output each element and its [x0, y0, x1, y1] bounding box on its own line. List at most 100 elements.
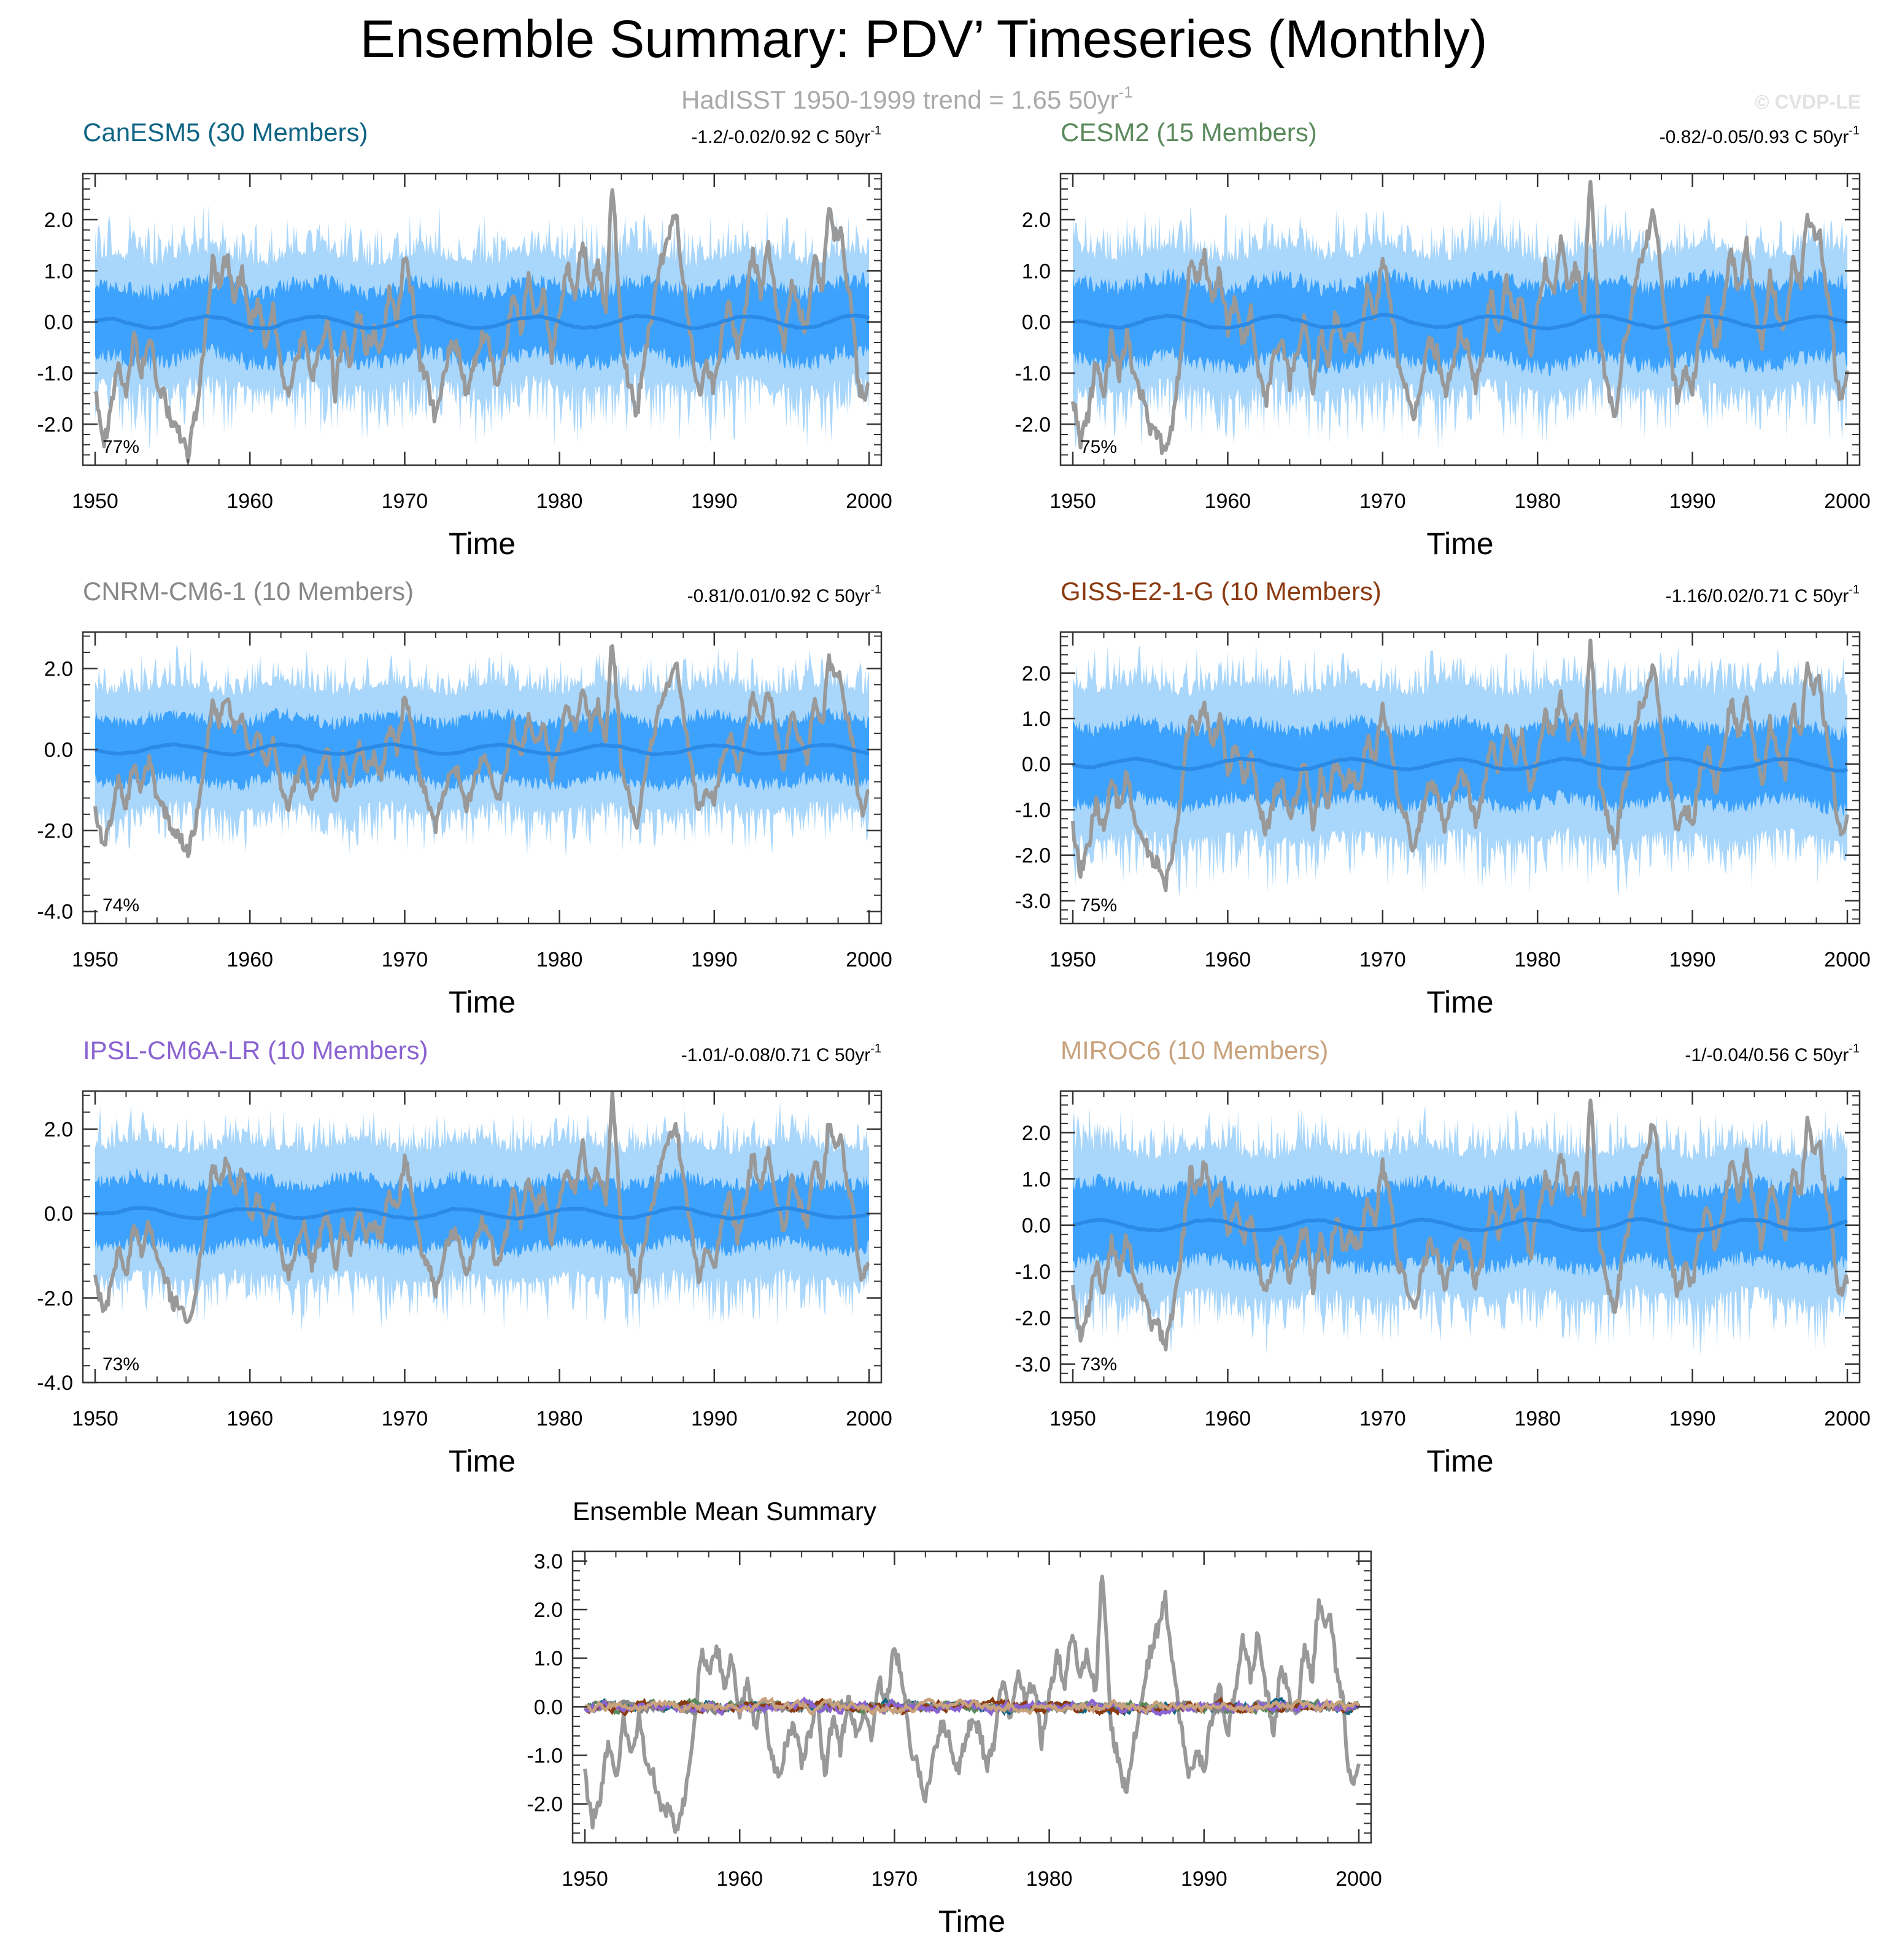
- x-tick-label: 1970: [1359, 1407, 1406, 1430]
- y-tick-label: -1.0: [1015, 1260, 1051, 1284]
- x-tick-label: 1990: [1181, 1867, 1227, 1891]
- x-tick-label: 1970: [382, 490, 428, 513]
- panel-canesm5-30-members: 77% -2.0 -1.0 0.0 1.0 2.0 1950 1960 1970 1980 1990…: [37, 118, 892, 561]
- x-tick-label: 1950: [72, 490, 118, 513]
- y-tick-label: -2.0: [1015, 413, 1051, 436]
- x-tick-label: 1960: [226, 490, 273, 513]
- panel-ipsl-cm6a-lr-10-members: 73% -4.0 -2.0 0.0 2.0 1950 1960 1970 1980 1990 200…: [37, 1036, 892, 1478]
- obs-line: [93, 644, 870, 858]
- spread-inner-band: [1073, 712, 1847, 817]
- x-tick-label: 1950: [1049, 490, 1096, 513]
- obs-line: [93, 1091, 870, 1324]
- x-axis-label: Time: [1426, 1444, 1493, 1478]
- x-tick-label: 1990: [1669, 1407, 1716, 1430]
- ensemble-mean-line: [1072, 312, 1848, 331]
- x-tick-label: 2000: [1824, 490, 1871, 513]
- panel-title: CanESM5 (30 Members): [83, 118, 368, 147]
- panel-cnrm-cm6-1-10-members: 74% -4.0 -2.0 0.0 2.0 1950 1960 1970 1980 1990 200…: [37, 577, 892, 1019]
- ensemble-mean-line: [95, 1206, 870, 1221]
- trend-stat: -1.16/0.02/0.71 C 50yr-1: [1666, 583, 1860, 606]
- pct-label: 73%: [1080, 1354, 1117, 1375]
- y-tick-label: -3.0: [1015, 1353, 1051, 1376]
- ensemble-mean-line: [1072, 1217, 1848, 1233]
- y-tick-label: -2.0: [527, 1793, 563, 1816]
- x-tick-label: 1950: [1049, 1407, 1096, 1430]
- x-tick-label: 1990: [691, 490, 738, 513]
- figure-subtitle: HadISST 1950-1999 trend = 1.65 50yr-1: [681, 83, 1133, 114]
- spread-inner-band: [95, 707, 869, 792]
- x-tick-label: 1990: [691, 948, 738, 971]
- panel-title: CNRM-CM6-1 (10 Members): [83, 577, 414, 606]
- y-tick-label: -1.0: [37, 362, 73, 385]
- x-tick-label: 1990: [1669, 490, 1716, 513]
- x-tick-label: 1960: [226, 948, 273, 971]
- panel-title: GISS-E2-1-G (10 Members): [1061, 577, 1382, 606]
- panel-cesm2-15-members: 75% -2.0 -1.0 0.0 1.0 2.0 1950 1960 1970 1980 1990…: [1015, 118, 1870, 561]
- x-tick-label: 1960: [1205, 1407, 1251, 1430]
- y-tick-label: -1.0: [1015, 798, 1051, 822]
- x-tick-label: 1960: [1205, 490, 1251, 513]
- y-tick-label: 0.0: [44, 311, 73, 334]
- plot-frame: [82, 172, 883, 466]
- y-tick-label: 1.0: [44, 260, 73, 283]
- x-tick-label: 1960: [716, 1867, 763, 1891]
- subtitle-text: HadISST 1950-1999 trend = 1.65 50yr: [681, 85, 1119, 114]
- y-tick-label: -2.0: [1015, 1306, 1051, 1330]
- y-tick-label: 1.0: [1022, 1168, 1051, 1191]
- plot-frame: [1059, 172, 1861, 466]
- x-tick-label: 1970: [1359, 948, 1406, 971]
- x-tick-label: 1970: [872, 1867, 918, 1891]
- pct-label: 77%: [102, 437, 139, 457]
- trend-stat: -1/-0.04/0.56 C 50yr-1: [1685, 1042, 1860, 1065]
- y-tick-label: -2.0: [37, 413, 73, 436]
- pct-label: 73%: [102, 1354, 139, 1375]
- obs-line: [93, 188, 870, 463]
- panel-miroc6-10-members: 73% -3.0 -2.0 -1.0 0.0 1.0 2.0 1950 1960 1970 1980…: [1015, 1036, 1870, 1478]
- obs-line: [1071, 638, 1849, 892]
- plot-frame: [1059, 1090, 1861, 1384]
- x-tick-label: 1980: [536, 948, 583, 971]
- subtitle-exponent: -1: [1119, 83, 1133, 101]
- x-tick-label: 1950: [72, 948, 118, 971]
- plot-area: [1071, 180, 1849, 455]
- y-tick-label: 1.0: [534, 1647, 563, 1670]
- y-tick-label: 0.0: [44, 738, 73, 762]
- y-tick-label: -1.0: [527, 1745, 563, 1768]
- panel-title: Ensemble Mean Summary: [573, 1497, 876, 1526]
- x-tick-label: 2000: [1335, 1867, 1382, 1891]
- plot-frame: [1059, 631, 1861, 925]
- y-tick-label: 0.0: [1022, 311, 1051, 334]
- pct-label: 75%: [1080, 895, 1117, 916]
- pct-label: 74%: [102, 895, 139, 916]
- obs-line: [583, 1575, 1361, 1834]
- x-tick-label: 1970: [1359, 490, 1406, 513]
- y-tick-label: 0.0: [1022, 753, 1051, 776]
- x-tick-label: 2000: [846, 1407, 892, 1430]
- ensemble-mean-line: [95, 742, 870, 757]
- panel-title: IPSL-CM6A-LR (10 Members): [83, 1036, 428, 1065]
- x-tick-label: 1990: [691, 1407, 738, 1430]
- y-tick-label: -4.0: [37, 1372, 73, 1395]
- y-tick-label: 3.0: [534, 1550, 563, 1573]
- y-tick-label: 2.0: [1022, 209, 1051, 232]
- y-tick-label: 1.0: [1022, 260, 1051, 283]
- x-tick-label: 2000: [1824, 948, 1871, 971]
- plot-area: [1071, 638, 1849, 898]
- y-tick-label: -2.0: [37, 819, 73, 843]
- plot-area: [93, 1091, 870, 1331]
- plot-frame: [571, 1550, 1372, 1844]
- y-tick-label: 2.0: [44, 209, 73, 232]
- x-tick-label: 1980: [1514, 948, 1561, 971]
- y-tick-label: 0.0: [1022, 1214, 1051, 1238]
- ensemble-mean-line: [94, 314, 870, 331]
- x-tick-label: 2000: [846, 948, 892, 971]
- x-axis-label: Time: [449, 1444, 516, 1478]
- x-tick-label: 1980: [536, 1407, 583, 1430]
- trend-stat: -0.82/-0.05/0.93 C 50yr-1: [1660, 124, 1860, 147]
- panels: 77% -2.0 -1.0 0.0 1.0 2.0 1950 1960 1970 1980 1990…: [37, 118, 1870, 1939]
- trend-stat: -1.01/-0.08/0.71 C 50yr-1: [681, 1042, 881, 1065]
- copyright-mark: © CVDP-LE: [1755, 91, 1861, 113]
- plot-area: [93, 188, 870, 463]
- y-tick-label: -1.0: [1015, 362, 1051, 385]
